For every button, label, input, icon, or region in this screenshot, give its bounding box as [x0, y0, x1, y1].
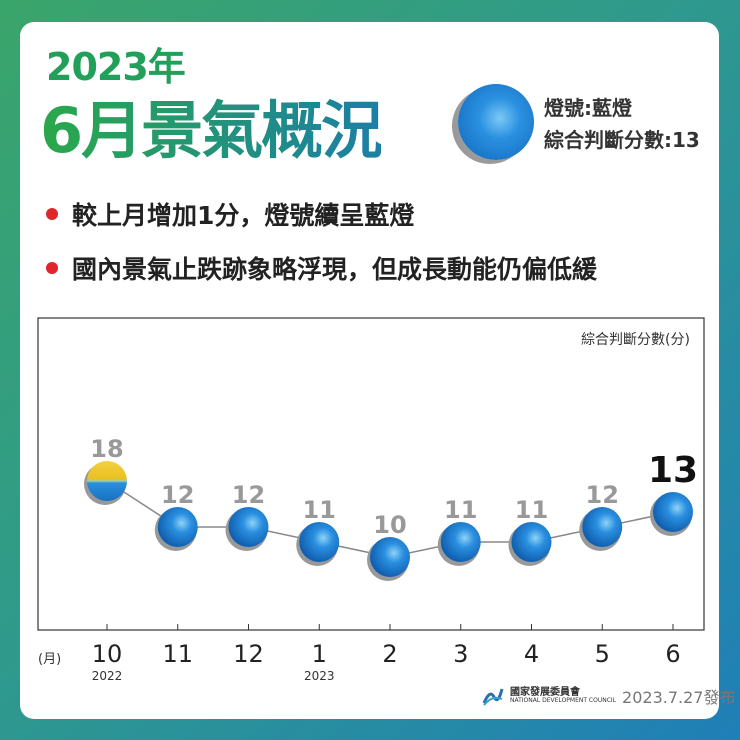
- x-tick-label: 3: [453, 640, 468, 668]
- footer: 國家發展委員會 NATIONAL DEVELOPMENT COUNCIL 2023…: [482, 684, 735, 708]
- x-axis-label: (月): [38, 652, 61, 667]
- data-point: [299, 522, 340, 562]
- bullet-dot-icon: [46, 208, 58, 220]
- data-point: [370, 537, 410, 577]
- data-point: [511, 522, 552, 562]
- ndc-logo-icon: [482, 688, 504, 706]
- data-label: 11: [303, 496, 336, 524]
- x-tick-label: 11: [162, 640, 193, 668]
- data-label: 13: [648, 450, 698, 491]
- x-tick-label: 4: [524, 640, 539, 668]
- org-name-en: NATIONAL DEVELOPMENT COUNCIL: [510, 697, 617, 705]
- year-label: 2022: [92, 669, 123, 683]
- data-point: [582, 507, 623, 547]
- org-name: 國家發展委員會: [510, 687, 580, 699]
- data-label: 12: [232, 481, 265, 509]
- page-title: 6月景氣概況: [40, 80, 383, 170]
- bullet-2: 國內景氣止跌跡象略浮現，但成長動能仍偏低緩: [46, 250, 597, 286]
- bullet-dot-icon: [46, 262, 58, 274]
- org-logo-text: 國家發展委員會 NATIONAL DEVELOPMENT COUNCIL: [510, 687, 616, 705]
- y-axis-label: 綜合判斷分數(分): [581, 332, 690, 348]
- year-title: 2023年: [46, 45, 186, 89]
- x-tick-label: 10: [92, 640, 123, 668]
- x-tick-label: 5: [595, 640, 610, 668]
- score-label: 綜合判斷分數:13: [544, 128, 700, 152]
- year-label: 2023: [304, 669, 335, 683]
- data-point: [87, 461, 127, 501]
- bullet-1: 較上月增加1分，燈號續呈藍燈: [46, 196, 414, 232]
- bullet-text: 較上月增加1分，燈號續呈藍燈: [72, 201, 415, 230]
- bullet-text: 國內景氣止跌跡象略浮現，但成長動能仍偏低緩: [72, 255, 598, 284]
- data-label: 12: [586, 481, 619, 509]
- publish-date: 2023.7.27發布: [622, 688, 736, 707]
- plot-frame: [37, 317, 705, 631]
- x-tick-label: 2: [382, 640, 397, 668]
- signal-label: 燈號:藍燈: [544, 96, 632, 120]
- x-tick-label: 12: [233, 640, 264, 668]
- data-point: [157, 507, 198, 547]
- data-point: [440, 522, 481, 562]
- x-tick-label: 1: [312, 640, 327, 668]
- data-label: 18: [90, 435, 123, 463]
- data-point: [653, 492, 693, 532]
- data-label: 11: [515, 496, 548, 524]
- data-point: [228, 507, 269, 547]
- data-label: 10: [373, 511, 406, 539]
- data-label: 12: [161, 481, 194, 509]
- data-label: 11: [444, 496, 477, 524]
- blue-signal-icon: [458, 84, 534, 160]
- card: [20, 22, 719, 719]
- x-tick-label: 6: [665, 640, 680, 668]
